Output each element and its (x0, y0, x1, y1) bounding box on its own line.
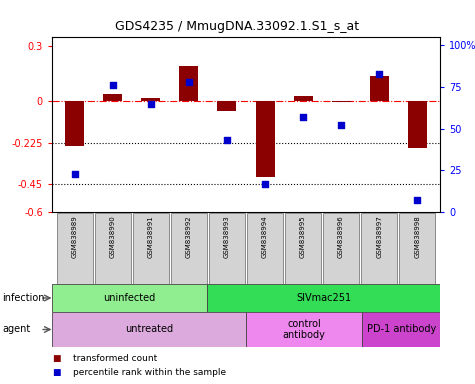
Bar (57, 214, 93, 284)
Bar (171, 214, 207, 284)
Bar (209, 214, 245, 284)
Text: GSM838998: GSM838998 (414, 215, 420, 258)
Text: GSM838992: GSM838992 (186, 215, 192, 258)
Point (337, 122, 345, 128)
Text: transformed count: transformed count (73, 354, 158, 363)
Point (71, 170, 79, 177)
Text: GDS4235 / MmugDNA.33092.1.S1_s_at: GDS4235 / MmugDNA.33092.1.S1_s_at (115, 20, 360, 33)
Text: uninfected: uninfected (104, 293, 156, 303)
Text: ■: ■ (52, 354, 60, 363)
Point (413, 197, 421, 204)
Bar (52, 284, 207, 312)
Bar (52, 312, 246, 347)
Point (109, 82, 117, 88)
Bar (104, 94, 123, 101)
Bar (218, 101, 237, 111)
Point (147, 101, 155, 107)
Point (261, 180, 269, 187)
Text: GSM838991: GSM838991 (148, 215, 154, 258)
Bar (246, 312, 362, 347)
Text: GSM838989: GSM838989 (72, 215, 78, 258)
Point (375, 71, 383, 77)
Bar (133, 214, 169, 284)
Text: control
antibody: control antibody (283, 319, 326, 340)
Bar (399, 214, 436, 284)
Bar (332, 101, 351, 103)
Text: infection: infection (2, 293, 45, 303)
Bar (95, 214, 131, 284)
Text: SIVmac251: SIVmac251 (296, 293, 351, 303)
Point (185, 79, 193, 85)
Bar (207, 284, 440, 312)
Text: GSM838996: GSM838996 (338, 215, 344, 258)
Point (299, 114, 307, 120)
Text: GSM838994: GSM838994 (262, 215, 268, 258)
Text: ■: ■ (52, 368, 60, 377)
Bar (294, 96, 313, 101)
Bar (361, 214, 398, 284)
Bar (362, 312, 440, 347)
Bar (180, 66, 199, 101)
Bar (285, 214, 321, 284)
Text: GSM838995: GSM838995 (300, 215, 306, 258)
Bar (323, 214, 360, 284)
Text: percentile rank within the sample: percentile rank within the sample (73, 368, 227, 377)
Bar (142, 98, 161, 101)
Text: GSM838997: GSM838997 (376, 215, 382, 258)
Text: untreated: untreated (125, 324, 173, 334)
Bar (370, 76, 389, 101)
Text: PD-1 antibody: PD-1 antibody (367, 324, 436, 334)
Text: agent: agent (2, 324, 30, 334)
Bar (256, 101, 275, 177)
Bar (408, 101, 427, 147)
Text: GSM838990: GSM838990 (110, 215, 116, 258)
Text: GSM838993: GSM838993 (224, 215, 230, 258)
Bar (247, 214, 283, 284)
Point (223, 137, 231, 143)
Bar (66, 101, 85, 146)
